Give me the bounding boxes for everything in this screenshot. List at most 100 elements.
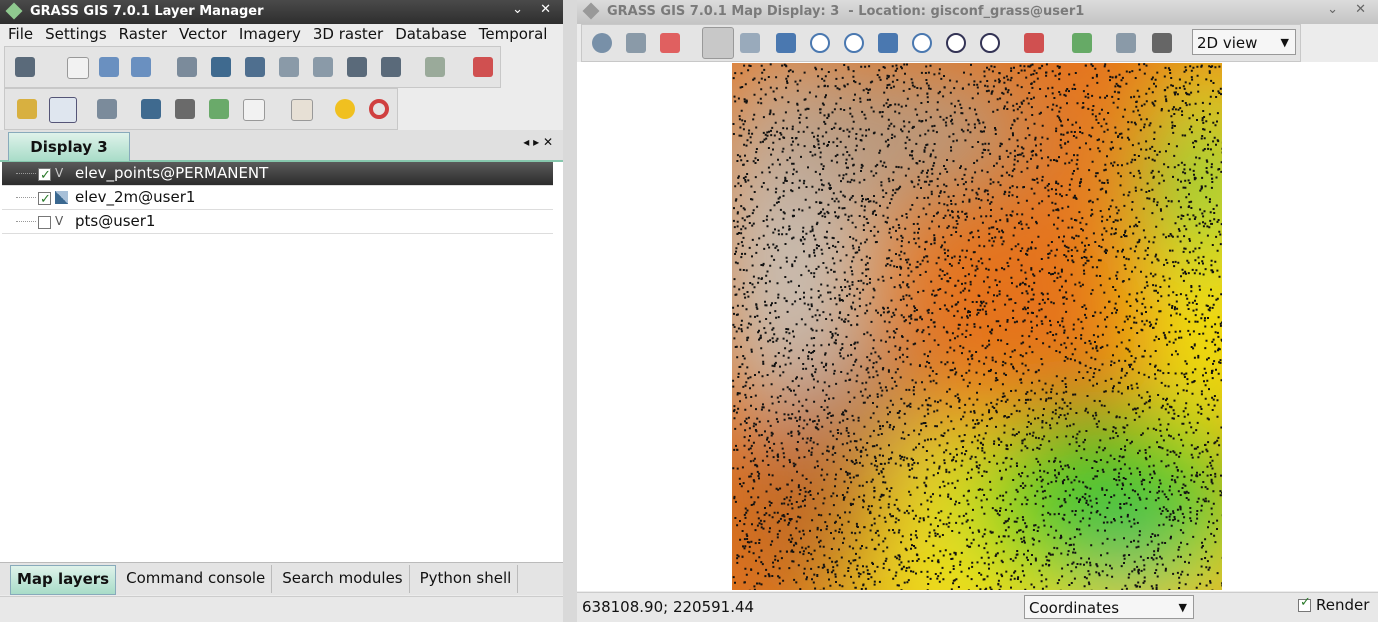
vector-icon: V (55, 214, 64, 228)
tab-controls[interactable]: ◂ ▸ ✕ (523, 135, 553, 149)
elevation-raster (732, 63, 1222, 590)
add-raster[interactable] (211, 57, 231, 77)
remove-layer[interactable] (473, 57, 493, 77)
raster-tool[interactable] (141, 99, 161, 119)
zoom-out[interactable] (844, 33, 864, 53)
tree-line (16, 221, 36, 222)
add-raster-misc[interactable] (245, 57, 265, 77)
print[interactable] (1152, 33, 1172, 53)
pan[interactable] (776, 33, 796, 53)
status-mode: Coordinates (1029, 599, 1120, 617)
toolbar (4, 46, 501, 88)
bottom-tab[interactable]: Map layers (10, 565, 117, 595)
bottom-tabs: Map layers Command console Search modules P… (0, 562, 563, 595)
map-toolbar: 2D view ▼ (581, 24, 1301, 62)
save-map[interactable] (1116, 33, 1136, 53)
checkbox[interactable] (38, 216, 51, 229)
window-title: GRASS GIS 7.0.1 Map Display: 3 - Locatio… (577, 0, 1378, 24)
map-calculator[interactable] (97, 99, 117, 119)
raster-icon (55, 191, 68, 204)
script-tool[interactable] (291, 99, 313, 121)
view-mode-select[interactable]: 2D view ▼ (1192, 29, 1296, 55)
view-mode: 2D view (1197, 34, 1258, 52)
status-bar: 638108.90; 220591.44 Coordinates ▼ ✓ Ren… (577, 592, 1378, 622)
new-workspace[interactable] (67, 57, 89, 79)
menu-bar: File Settings Raster Vector Imagery 3D raster… (0, 24, 563, 46)
layer-name: elev_2m@user1 (75, 188, 196, 206)
edit-tool[interactable] (17, 99, 37, 119)
map-canvas (577, 62, 1378, 591)
add-vector-misc[interactable] (313, 57, 333, 77)
menu-item[interactable]: 3D raster (312, 25, 384, 43)
decoration[interactable] (1072, 33, 1092, 53)
vector-icon: V (55, 166, 64, 180)
render-label: Render (1316, 596, 1370, 614)
window-title: GRASS GIS 7.0.1 Layer Manager (0, 0, 563, 24)
layer-row[interactable]: ✓ elev_2m@user1 (2, 186, 553, 210)
notebook-header: Display 3 ◂ ▸ ✕ (0, 130, 563, 162)
render-map[interactable] (592, 33, 612, 53)
menu-item[interactable]: Vector (179, 25, 227, 43)
display-tab[interactable]: Display 3 (8, 132, 130, 161)
bottom-tab[interactable]: Python shell (414, 565, 519, 593)
query[interactable] (740, 33, 760, 53)
checkbox[interactable]: ✓ (38, 192, 51, 207)
zoom-extent[interactable] (878, 33, 898, 53)
menu-item[interactable]: File (8, 25, 34, 43)
check-mark: ✓ (40, 168, 51, 183)
layer-name: pts@user1 (75, 212, 156, 230)
add-layers[interactable] (177, 57, 197, 77)
zoom-region[interactable] (912, 33, 932, 53)
grid-tool[interactable] (175, 99, 195, 119)
attribute-table[interactable] (49, 97, 77, 123)
menu-item[interactable]: Raster (118, 25, 168, 43)
zoom-menu[interactable] (980, 33, 1000, 53)
modeler[interactable] (209, 99, 229, 119)
menu-item[interactable]: Temporal (478, 25, 548, 43)
menu-item[interactable]: Database (395, 25, 467, 43)
analyze[interactable] (1024, 33, 1044, 53)
toolbar (4, 88, 398, 130)
zoom-back[interactable] (946, 33, 966, 53)
pointer[interactable] (702, 27, 734, 59)
close-button[interactable]: ✕ (540, 2, 551, 17)
bottom-tab[interactable]: Search modules (276, 565, 410, 593)
add-vector[interactable] (279, 57, 299, 77)
coordinates-display: 638108.90; 220591.44 (582, 598, 755, 616)
layer-manager-window: GRASS GIS 7.0.1 Layer Manager ⌄ ✕ File Se… (0, 0, 563, 622)
new-display[interactable] (15, 57, 35, 77)
add-overlay[interactable] (381, 57, 401, 77)
close-button[interactable]: ✕ (1355, 2, 1366, 17)
open-workspace[interactable] (99, 57, 119, 77)
dropdown-arrow: ▼ (1280, 36, 1289, 49)
import[interactable] (425, 57, 445, 77)
cartographic[interactable] (243, 99, 265, 121)
settings[interactable] (335, 99, 355, 119)
map-image (732, 63, 1222, 590)
minimize-button[interactable]: ⌄ (1327, 2, 1338, 17)
tree-line (16, 173, 36, 174)
layer-name: elev_points@PERMANENT (75, 164, 269, 182)
minimize-button[interactable]: ⌄ (512, 2, 523, 17)
check-mark: ✓ (40, 192, 51, 207)
check-mark: ✓ (1300, 595, 1311, 610)
map-display-window: GRASS GIS 7.0.1 Map Display: 3 - Locatio… (577, 0, 1378, 622)
add-group[interactable] (347, 57, 367, 77)
status-mode-select[interactable]: Coordinates ▼ (1024, 595, 1194, 619)
erase[interactable] (660, 33, 680, 53)
checkbox[interactable]: ✓ (38, 168, 51, 183)
checkbox[interactable]: ✓ (1298, 595, 1311, 612)
overlay[interactable] (626, 33, 646, 53)
save-workspace[interactable] (131, 57, 151, 77)
zoom-in[interactable] (810, 33, 830, 53)
help[interactable] (369, 99, 389, 119)
status-bar (0, 596, 563, 622)
menu-item[interactable]: Settings (45, 25, 107, 43)
bottom-tab[interactable]: Command console (120, 565, 273, 593)
tree-line (16, 197, 36, 198)
menu-item[interactable]: Imagery (238, 25, 301, 43)
